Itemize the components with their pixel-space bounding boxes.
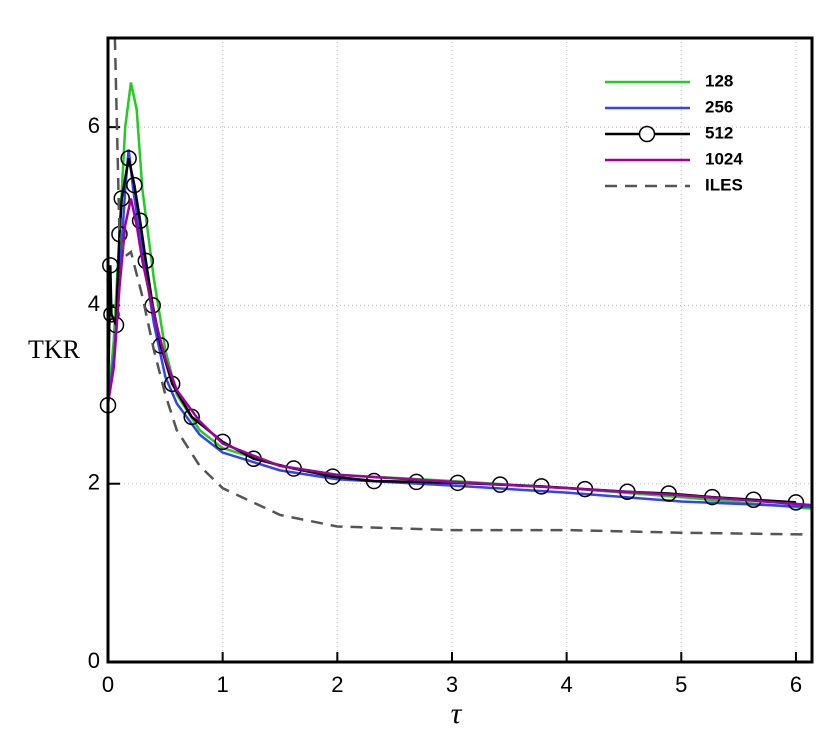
legend-label: 256 [705, 97, 733, 116]
series-line [108, 198, 812, 507]
marker [113, 190, 131, 207]
x-tick-label: 0 [102, 672, 114, 697]
x-tick-label: 4 [561, 672, 573, 697]
legend-label: ILES [705, 175, 743, 194]
marker [102, 257, 119, 274]
y-tick-label: 4 [88, 291, 100, 316]
marker [365, 472, 383, 490]
x-axis-label: τ [451, 697, 463, 730]
x-tick-label: 1 [217, 672, 229, 697]
series-line [113, 38, 812, 536]
marker [103, 306, 120, 323]
marker [408, 473, 425, 491]
plot-frame [106, 36, 814, 664]
legend-marker [638, 125, 656, 143]
y-tick-label: 2 [88, 470, 100, 495]
marker [131, 212, 149, 229]
legend-label: 512 [705, 123, 733, 142]
series-line [108, 149, 812, 509]
x-tick-label: 6 [790, 672, 802, 697]
marker [137, 252, 155, 270]
x-tick-label: 5 [675, 672, 687, 697]
x-tick-label: 2 [331, 672, 343, 697]
marker [126, 176, 143, 194]
y-tick-label: 0 [88, 648, 100, 673]
legend-label: 1024 [705, 149, 743, 168]
y-tick-label: 6 [88, 113, 100, 138]
legend-label: 128 [705, 71, 733, 90]
marker [120, 150, 137, 167]
x-tick-label: 3 [446, 672, 458, 697]
marker [214, 433, 231, 451]
y-axis-label: TKR [28, 335, 81, 364]
marker [324, 468, 341, 485]
